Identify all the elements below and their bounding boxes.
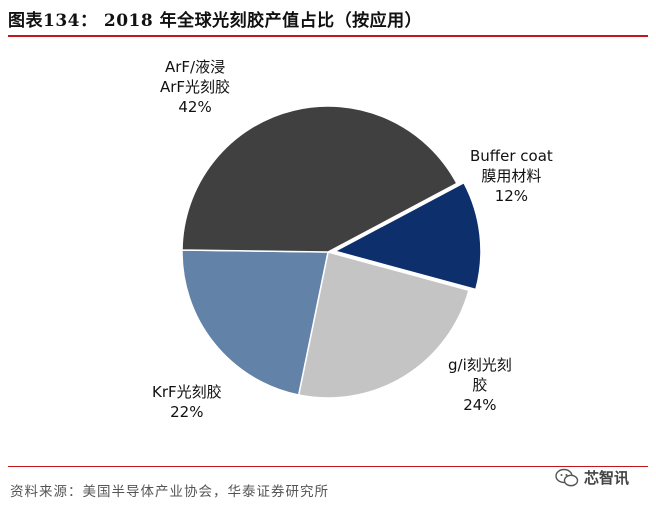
slice-label-buffer-coat: Buffer coat 膜用材料 12% (470, 146, 553, 206)
wechat-icon (555, 468, 579, 486)
watermark: 芯智讯 (555, 467, 629, 488)
title-divider (8, 35, 648, 37)
slice-label-line: 膜用材料 (481, 167, 542, 185)
chart-title: 图表134： 2018 年全球光刻胶产值占比（按应用） (8, 11, 423, 31)
slice-pct: 22% (170, 403, 204, 421)
slice-label-line: g/i刻光刻 (448, 356, 512, 374)
slice-pct: 12% (494, 187, 529, 205)
pie-slice-3 (181, 105, 458, 253)
slice-label-arf: ArF/液浸 ArF光刻胶 42% (160, 57, 230, 117)
slice-label-line: ArF/液浸 (164, 58, 226, 76)
slice-label-line: 胶 (472, 376, 488, 394)
slice-label-gi: g/i刻光刻 胶 24% (448, 355, 512, 415)
slice-pct: 24% (463, 396, 497, 414)
slice-label-line: KrF光刻胶 (152, 383, 222, 401)
source-note: 资料来源：美国半导体产业协会，华泰证券研究所 (10, 484, 329, 500)
footer-divider (8, 466, 648, 467)
pie-slice-1 (297, 251, 470, 399)
watermark-text: 芯智讯 (584, 469, 630, 487)
pie-slice-2 (181, 249, 329, 396)
slice-label-line: ArF光刻胶 (160, 78, 231, 96)
slice-label-line: Buffer coat (470, 147, 553, 165)
slice-pct: 42% (178, 98, 212, 116)
pie-slice-0 (332, 181, 482, 291)
slice-label-krf: KrF光刻胶 22% (152, 382, 222, 422)
